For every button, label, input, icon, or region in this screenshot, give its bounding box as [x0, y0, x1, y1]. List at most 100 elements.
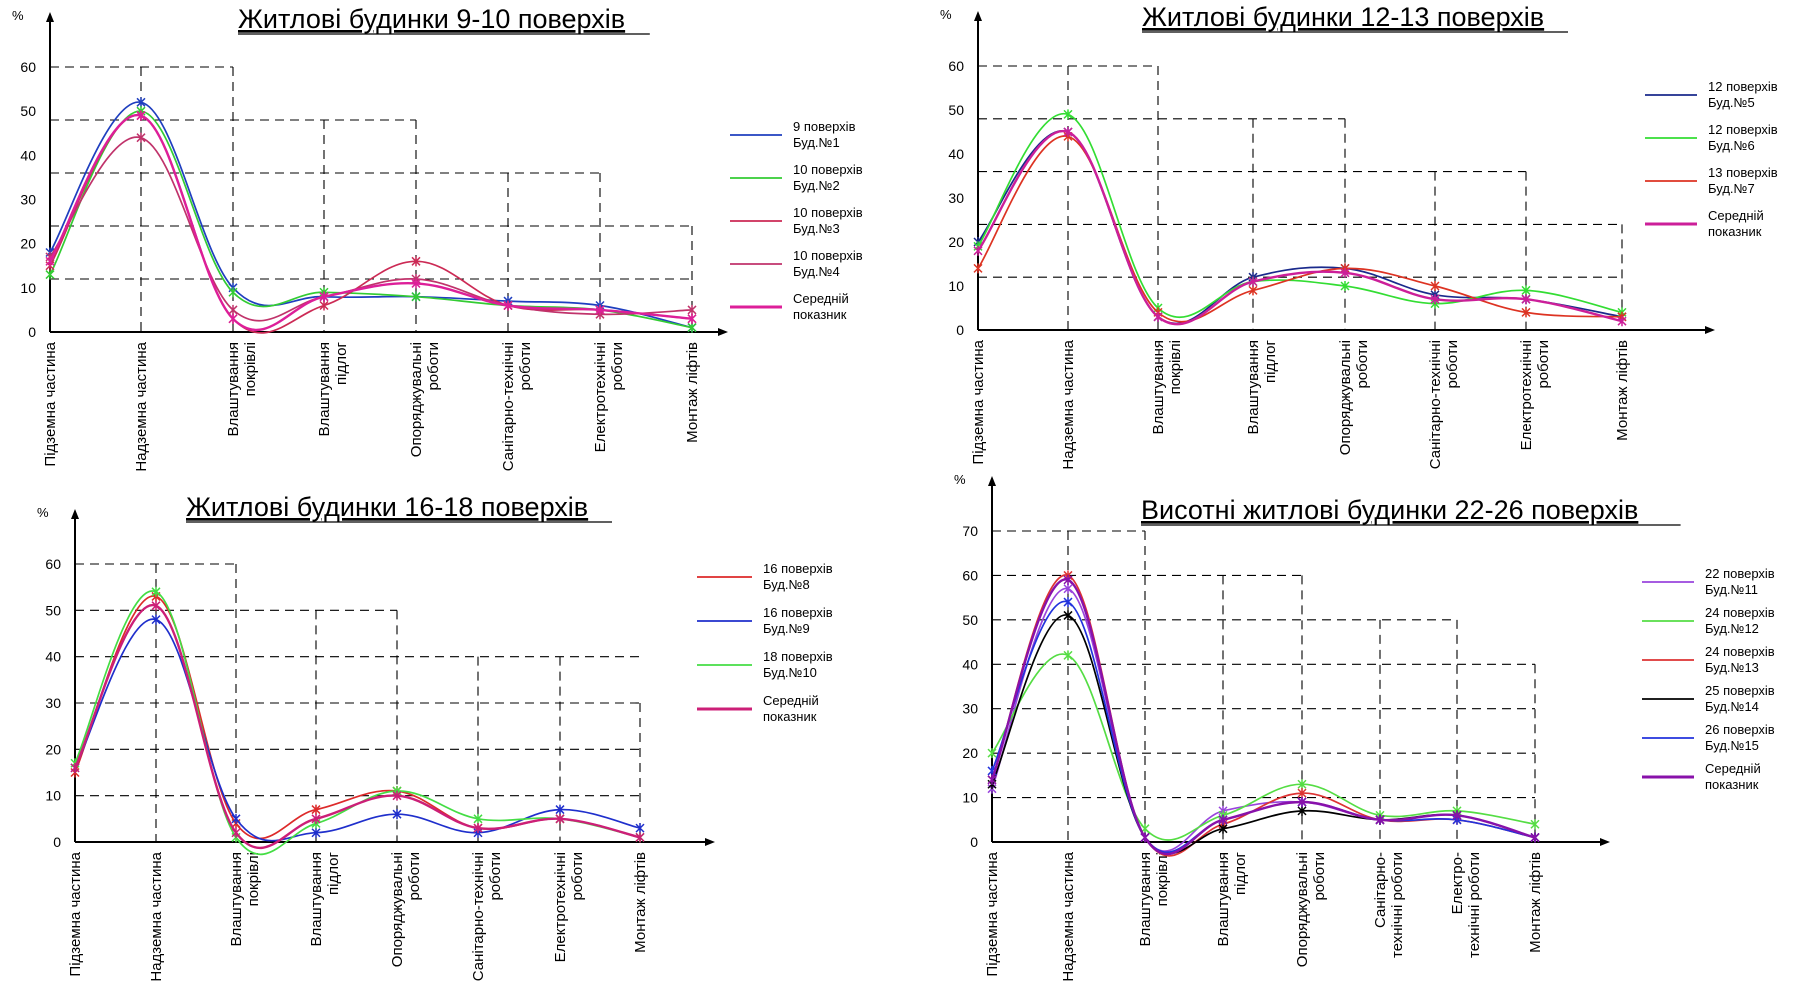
legend-label-line: 12 поверхів [1708, 79, 1778, 94]
series-line [74, 595, 641, 840]
data-point [973, 245, 983, 256]
y-tick-label: 10 [45, 788, 61, 804]
data-point [392, 809, 402, 820]
data-point [411, 278, 421, 289]
data-point [1218, 814, 1228, 825]
data-point [473, 823, 483, 834]
data-point [1297, 788, 1307, 799]
x-category-label-line: Опоряджувальні [389, 852, 406, 967]
legend-label: 22 поверхів Буд.№11 [1705, 566, 1775, 597]
legend-label-line: 12 поверхів [1708, 122, 1778, 137]
y-axis-arrow [974, 11, 982, 21]
y-tick-label: 20 [962, 745, 978, 761]
x-category-label-line: Надземна частина [133, 341, 150, 471]
y-axis-unit: % [954, 472, 966, 487]
x-category-label: Підземна частина [984, 851, 1001, 976]
y-tick-label: 40 [962, 656, 978, 672]
data-point [1063, 574, 1073, 585]
x-category-label-line: Монтаж ліфтів [1527, 852, 1544, 953]
x-category-label-line: роботи [425, 342, 442, 391]
y-tick-label: 0 [970, 834, 978, 850]
x-category-label-line: технічні роботи [1389, 852, 1406, 958]
legend-label-line: показник [1705, 777, 1759, 792]
y-tick-label: 40 [948, 146, 964, 162]
y-axis-arrow [46, 12, 54, 22]
series-line [49, 114, 693, 334]
x-category-label-line: Підземна частина [42, 341, 59, 466]
x-axis-arrow [1705, 326, 1715, 334]
data-point [45, 269, 55, 280]
data-point [1530, 819, 1540, 830]
x-category-label: Влаштуванняпідлог [308, 851, 342, 946]
x-category-label-line: Санітарно-технічні [1427, 340, 1444, 469]
x-category-label-line: Підземна частина [970, 339, 987, 464]
legend-label-line: Буд.№6 [1708, 138, 1755, 153]
data-point [1521, 285, 1531, 296]
x-category-label-line: підлог [1232, 851, 1249, 894]
x-category-label: Монтаж ліфтів [684, 342, 701, 443]
y-tick-label: 30 [20, 192, 36, 208]
data-point [231, 827, 241, 838]
series-line [73, 604, 641, 849]
data-point [311, 804, 321, 815]
x-category-label-line: Влаштування [316, 342, 333, 437]
x-category-label-line: роботи [1535, 340, 1552, 389]
data-point [1248, 285, 1258, 296]
x-category-label-line: Електротехнічні [552, 852, 569, 962]
x-category-label: Влаштуванняпокрівлі [228, 852, 262, 947]
x-category-label: Підземна частина [42, 341, 59, 466]
legend-label-line: 10 поверхів [793, 162, 863, 177]
data-point [1063, 610, 1073, 621]
legend-label: 18 поверхів Буд.№10 [763, 649, 833, 680]
legend-label: 25 поверхів Буд.№14 [1705, 683, 1775, 714]
y-tick-label: 60 [20, 59, 36, 75]
legend-label-line: 13 поверхів [1708, 165, 1778, 180]
data-point [151, 614, 161, 625]
data-point [687, 313, 697, 324]
data-point [555, 813, 565, 824]
x-category-label-line: Влаштування [1215, 852, 1232, 947]
x-category-label: Опоряджувальніроботи [408, 342, 442, 457]
x-category-label: Опоряджувальніроботи [389, 852, 423, 967]
legend-label: 9 поверхів Буд.№1 [793, 119, 856, 150]
x-category-label-line: Електротехнічні [592, 342, 609, 452]
legend-label-line: показник [793, 307, 847, 322]
data-point [987, 748, 997, 759]
x-category-label: Монтаж ліфтів [1527, 852, 1544, 953]
data-point [411, 256, 421, 267]
legend-label-line: 10 поверхів [793, 205, 863, 220]
x-category-label-line: Надземна частина [1060, 851, 1077, 981]
data-point [228, 304, 238, 315]
data-point [1297, 805, 1307, 816]
y-tick-label: 60 [948, 58, 964, 74]
y-tick-label: 40 [20, 147, 36, 163]
data-point [555, 804, 565, 815]
data-point [1218, 823, 1228, 834]
series-line [74, 590, 641, 856]
x-category-label-line: роботи [1444, 340, 1461, 389]
x-category-label-line: Електро- [1449, 852, 1466, 914]
legend-label-line: 18 поверхів [763, 649, 833, 664]
series-line [49, 110, 693, 329]
chart-panel-2: Житлові будинки 12-13 поверхів% 0 10 20 30 40… [940, 2, 1778, 470]
x-category-label-line: роботи [1311, 852, 1328, 901]
data-point [151, 586, 161, 597]
data-point [136, 110, 146, 121]
x-category-label: Влаштуванняпідлог [1215, 851, 1249, 946]
y-axis-arrow [988, 476, 996, 486]
x-category-label-line: Влаштування [308, 852, 325, 947]
y-tick-label: 50 [45, 602, 61, 618]
y-tick-label: 60 [45, 556, 61, 572]
x-axis-arrow [705, 838, 715, 846]
legend-label: 13 поверхів Буд.№7 [1708, 165, 1778, 196]
x-category-label-line: роботи [406, 852, 423, 901]
data-point [1297, 797, 1307, 808]
x-category-label-line: Надземна частина [148, 851, 165, 981]
data-point [687, 304, 697, 315]
x-category-label-line: Електротехнічні [1518, 340, 1535, 450]
data-point [1248, 276, 1258, 287]
x-category-label-line: Влаштування [228, 852, 245, 947]
y-tick-label: 20 [20, 236, 36, 252]
y-axis-unit: % [37, 505, 49, 520]
data-point [687, 322, 697, 333]
